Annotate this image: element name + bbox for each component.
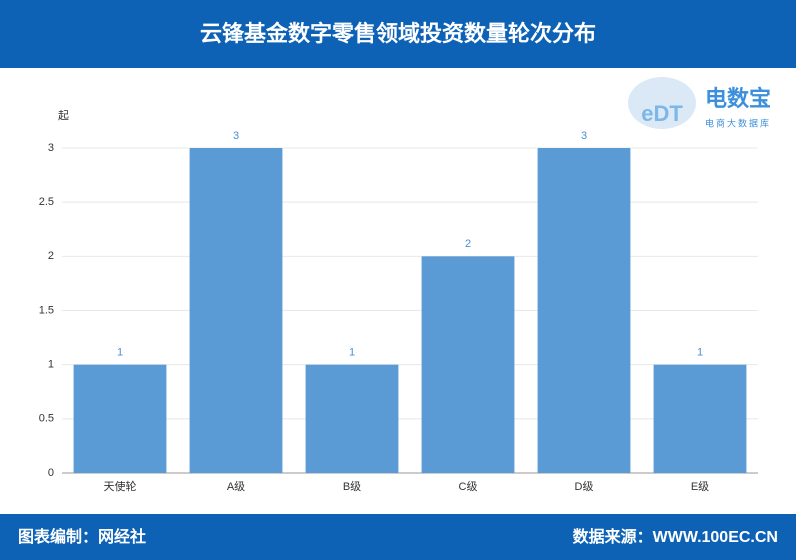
y-tick-label: 2.5 — [39, 196, 54, 208]
value-label: 1 — [349, 347, 355, 359]
bar — [421, 256, 515, 473]
bar — [73, 364, 167, 473]
y-tick-label: 3 — [48, 142, 54, 154]
logo-text: 电数宝 — [705, 86, 771, 111]
footer-bar — [0, 514, 796, 560]
value-label: 1 — [117, 347, 123, 359]
logo-cloud — [628, 77, 696, 129]
value-label: 3 — [581, 130, 587, 142]
bar — [305, 364, 399, 473]
logo-subtitle: 电商大数据库 — [705, 117, 771, 128]
value-label: 3 — [233, 130, 239, 142]
y-tick-label: 0.5 — [39, 413, 54, 425]
y-tick-label: 1 — [48, 359, 54, 371]
x-tick-label: 天使轮 — [104, 479, 137, 493]
y-axis-label: 起 — [58, 109, 69, 122]
bar — [653, 364, 747, 473]
header-bar — [0, 0, 796, 68]
y-tick-label: 1.5 — [39, 304, 54, 316]
bar — [189, 148, 283, 473]
x-tick-label: C级 — [459, 480, 478, 493]
y-tick-label: 2 — [48, 250, 54, 262]
credit: 图表编制：网经社 — [18, 527, 146, 546]
bar — [537, 148, 631, 473]
x-tick-label: B级 — [343, 480, 361, 493]
x-tick-label: A级 — [227, 480, 245, 493]
x-tick-label: D级 — [575, 480, 594, 493]
source: 数据来源：WWW.100EC.CN — [573, 527, 778, 546]
chart-title: 云锋基金数字零售领域投资数量轮次分布 — [200, 21, 596, 46]
y-tick-label: 0 — [48, 467, 54, 479]
value-label: 2 — [465, 238, 471, 250]
logo-mark: eDT — [641, 101, 683, 126]
value-label: 1 — [697, 347, 703, 359]
x-tick-label: E级 — [691, 480, 709, 493]
